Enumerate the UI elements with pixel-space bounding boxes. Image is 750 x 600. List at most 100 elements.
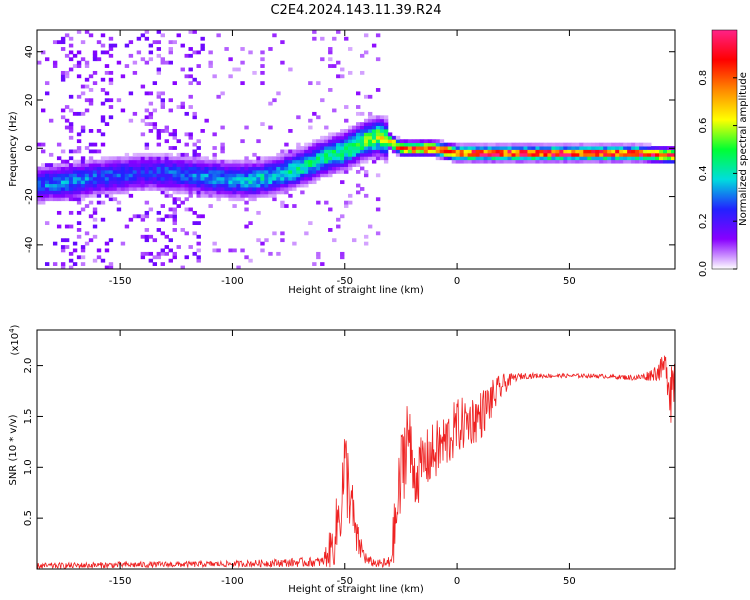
spectrogram-cell — [639, 146, 644, 150]
spectrogram-cell — [288, 193, 293, 198]
spectrogram-cell — [352, 135, 357, 140]
spectrogram-cell — [583, 146, 588, 150]
spectrogram-cell — [108, 193, 114, 198]
spectrogram-cell — [363, 149, 369, 154]
spectrogram-cell — [551, 156, 556, 161]
spectrogram-cell — [208, 193, 213, 198]
spectrogram-cell — [108, 47, 114, 51]
spectrogram-cell — [72, 159, 78, 164]
spectrogram-cell — [60, 77, 66, 82]
spectrogram-cell — [483, 146, 488, 150]
spectrogram-cell — [340, 214, 345, 219]
spectrogram-cell — [332, 139, 337, 144]
spectrogram-cell — [156, 166, 162, 171]
spectrogram-cell — [152, 180, 158, 185]
colorbar: 0.00.20.40.60.8 Normalized spectral ampl… — [698, 29, 749, 277]
spectrogram-cell — [300, 166, 305, 171]
spectrogram-cell — [312, 149, 317, 154]
spectrogram-cell — [352, 156, 357, 161]
spectrogram-cell — [244, 207, 249, 212]
spectrogram-cell — [363, 125, 369, 130]
spectrogram-cell — [340, 67, 345, 72]
spectrogram-cell — [104, 193, 110, 198]
spectrogram-cell — [256, 169, 261, 174]
spectrogram-cell — [176, 33, 181, 38]
spectrogram-cell — [156, 210, 162, 215]
spectrogram-cell — [88, 173, 94, 178]
spectrogram-cell — [232, 190, 237, 195]
spectrogram-cell — [359, 159, 365, 164]
spectrogram-cell — [280, 169, 285, 174]
snr-y-tick-label: 0.5 — [23, 510, 34, 526]
spectrogram-cell — [184, 74, 189, 79]
spectrogram-cell — [595, 142, 600, 147]
spectrogram-cell — [296, 183, 301, 188]
spectrogram-cell — [507, 142, 512, 147]
spectrogram-cell — [328, 47, 333, 51]
spectrogram-cell — [463, 152, 469, 157]
spectrogram-cell — [547, 149, 552, 154]
spectrogram-cell — [76, 193, 82, 198]
spectrogram-cell — [363, 132, 369, 137]
spectrogram-cell — [152, 169, 158, 174]
spectrogram-cell — [76, 149, 82, 154]
spectrogram-cell — [84, 241, 90, 246]
spectrogram-cell — [491, 146, 496, 150]
spectrogram-cell — [100, 163, 106, 167]
spectrogram-cell — [316, 173, 321, 178]
spectrogram-cell — [543, 152, 548, 157]
spectrogram-cell — [252, 159, 257, 164]
spectrogram-cell — [180, 200, 185, 205]
spectrogram-cell — [88, 156, 94, 161]
spectrogram-cell — [567, 156, 572, 161]
spectrogram-cell — [220, 183, 225, 188]
colorbar-label: Normalized spectral amplitude — [738, 72, 749, 226]
spectrogram-cell — [80, 176, 86, 181]
spectrogram-cell — [236, 67, 241, 72]
spectrogram-cell — [320, 262, 325, 266]
spectrogram-cell — [375, 33, 381, 38]
spectrogram-cell — [359, 122, 365, 126]
spectrogram-cell — [627, 146, 632, 150]
snr-multiplier-base: (x10 — [10, 333, 21, 356]
spectrogram-cell — [371, 135, 377, 140]
spectrogram-cell — [435, 156, 441, 161]
spectrogram-cell — [284, 159, 289, 164]
spectrogram-cell — [348, 149, 353, 154]
spectrogram-cell — [144, 115, 150, 120]
spectrogram-cell — [64, 187, 70, 191]
spectrogram-cell — [575, 142, 580, 147]
spectrogram-cell — [356, 135, 361, 140]
spectrogram-cell — [44, 173, 50, 178]
spectrogram-cell — [435, 152, 441, 157]
spectrogram-cell — [88, 149, 94, 154]
spectrogram-cell — [475, 152, 481, 157]
spectrogram-cell — [280, 40, 285, 45]
spectrogram-cell — [615, 146, 620, 150]
spectrogram-cell — [168, 146, 173, 150]
spectrogram-cell — [308, 149, 313, 154]
spectrogram-cell — [300, 190, 305, 195]
spectrogram-cell — [228, 163, 233, 167]
spectrogram-cell — [260, 183, 265, 188]
spectrogram-cell — [403, 142, 409, 147]
spectrogram-cell — [60, 238, 66, 243]
spectrogram-cell — [491, 159, 496, 164]
spectrogram-cell — [37, 193, 42, 198]
spectrogram-cell — [320, 57, 325, 62]
spectrogram-cell — [60, 262, 66, 266]
spectrogram-cell — [503, 146, 508, 150]
spectrogram-cell — [100, 200, 106, 205]
spectrogram-cell — [196, 156, 201, 161]
spectrogram-cell — [40, 173, 46, 178]
spectrogram-cell — [48, 166, 54, 171]
spectrogram-cell — [196, 214, 201, 219]
spectrogram-cell — [348, 129, 353, 133]
spectrogram-cell — [136, 36, 142, 41]
spectrogram-cell — [76, 180, 82, 185]
spectrogram-cell — [415, 152, 421, 157]
spectrogram-cell — [284, 183, 289, 188]
spectrogram-cell — [108, 176, 114, 181]
spectrogram-cell — [611, 146, 616, 150]
spectrogram-cell — [156, 173, 162, 178]
